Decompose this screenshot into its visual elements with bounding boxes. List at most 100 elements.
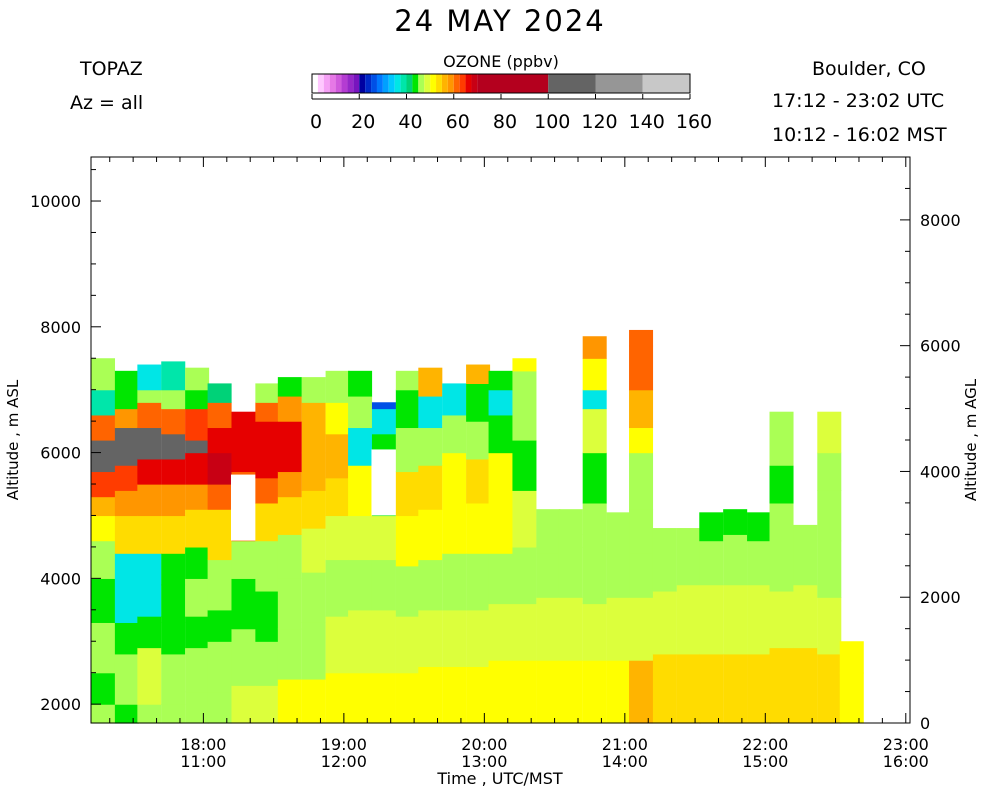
ozone-cell [91, 496, 116, 517]
ozone-cell [137, 616, 162, 649]
ozone-cell [536, 660, 561, 724]
ozone-cell [114, 704, 139, 724]
ozone-cell [348, 609, 373, 674]
ozone-cell [161, 515, 186, 554]
ozone-cell [536, 509, 561, 554]
ozone-cell [231, 685, 256, 724]
ozone-cell [231, 411, 256, 435]
ozone-cell [536, 553, 561, 598]
ozone-cell [325, 402, 350, 435]
y-tick-label-left: 4000 [40, 569, 81, 588]
y-axis-label-right: Altitude , m AGL [962, 378, 980, 501]
ozone-cell [769, 502, 794, 542]
ozone-cell [652, 653, 677, 724]
ozone-cell [839, 641, 864, 674]
ozone-cell [769, 465, 794, 504]
ozone-cell [747, 584, 772, 655]
ozone-cell [207, 691, 232, 724]
ozone-cell [442, 553, 467, 611]
ozone-cell [161, 653, 186, 705]
ozone-cell [418, 465, 443, 510]
ozone-cell [558, 546, 583, 598]
ozone-cell [137, 484, 162, 517]
ozone-cell [488, 660, 513, 724]
ozone-cell [466, 609, 491, 667]
colorbar-swatch [347, 74, 354, 93]
ozone-cell [325, 477, 350, 517]
ozone-cell [231, 628, 256, 686]
ozone-cell [137, 647, 162, 705]
ozone-cell [207, 509, 232, 561]
colorbar-swatch [465, 74, 472, 93]
ozone-cell [137, 364, 162, 391]
ozone-cell [769, 590, 794, 649]
ozone-cell [582, 452, 607, 504]
ozone-cell [582, 534, 607, 605]
ozone-cell [442, 666, 467, 724]
ozone-cell [114, 408, 139, 429]
ozone-cell [371, 609, 396, 674]
ozone-cell [442, 609, 467, 667]
x-tick-label-mst: 12:00 [321, 752, 367, 771]
x-tick-label-mst: 11:00 [180, 752, 226, 771]
colorbar-swatch [441, 74, 448, 93]
ozone-cell [488, 370, 513, 391]
ozone-cell [817, 653, 842, 724]
ozone-cell [512, 660, 537, 724]
ozone-cell [161, 433, 186, 460]
ozone-cell [817, 452, 842, 491]
ozone-cell [91, 414, 116, 441]
ozone-cell [161, 553, 186, 586]
ozone-cell [488, 389, 513, 416]
ozone-cell [371, 672, 396, 724]
azimuth-label: Az = all [70, 92, 144, 114]
ozone-cell [325, 559, 350, 617]
colorbar-tick-label: 60 [446, 111, 470, 133]
colorbar-tick-label: 20 [351, 111, 375, 133]
ozone-cell [277, 471, 302, 498]
ozone-cell [395, 672, 420, 724]
ozone-cell [582, 502, 607, 535]
ozone-cell [582, 358, 607, 391]
ozone-cell [301, 377, 326, 403]
x-tick-label-utc: 20:00 [461, 735, 507, 754]
ozone-cells [91, 329, 864, 724]
x-tick-label-mst: 14:00 [602, 752, 648, 771]
ozone-cell [185, 691, 210, 724]
ozone-cell [348, 427, 373, 466]
ozone-cell [652, 590, 677, 655]
ozone-cell [137, 458, 162, 485]
ozone-cell [161, 408, 186, 435]
colorbar-frame [311, 73, 691, 94]
ozone-cell [747, 540, 772, 586]
ozone-cell [255, 477, 280, 504]
colorbar-swatch [365, 74, 372, 93]
ozone-cell [371, 515, 396, 561]
ozone-cell [466, 383, 491, 422]
ozone-cell [301, 678, 326, 724]
ozone-cell [161, 389, 186, 410]
chart-title: 24 MAY 2024 [394, 4, 606, 38]
ozone-cell [114, 515, 139, 554]
ozone-cell [91, 622, 116, 674]
ozone-cell [91, 540, 116, 579]
ozone-cell [185, 647, 210, 693]
colorbar-swatch [371, 74, 377, 93]
colorbar-tick-label: 40 [398, 111, 422, 133]
ozone-cell [629, 427, 654, 454]
ozone-cell [137, 427, 162, 460]
ozone-cell [301, 490, 326, 529]
colorbar-tick-label: 120 [581, 111, 617, 133]
ozone-cell [161, 584, 186, 623]
ozone-cell [91, 389, 116, 416]
ozone-cell [418, 666, 443, 724]
ozone-cell [466, 502, 491, 554]
ozone-cell [255, 402, 280, 422]
ozone-cell [207, 484, 232, 510]
ozone-cell [325, 370, 350, 403]
ozone-cell [839, 672, 864, 724]
x-tick-label-utc: 18:00 [180, 735, 226, 754]
ozone-cell [348, 515, 373, 561]
ozone-cell [582, 389, 607, 410]
colorbar-tick-label: 140 [629, 111, 665, 133]
